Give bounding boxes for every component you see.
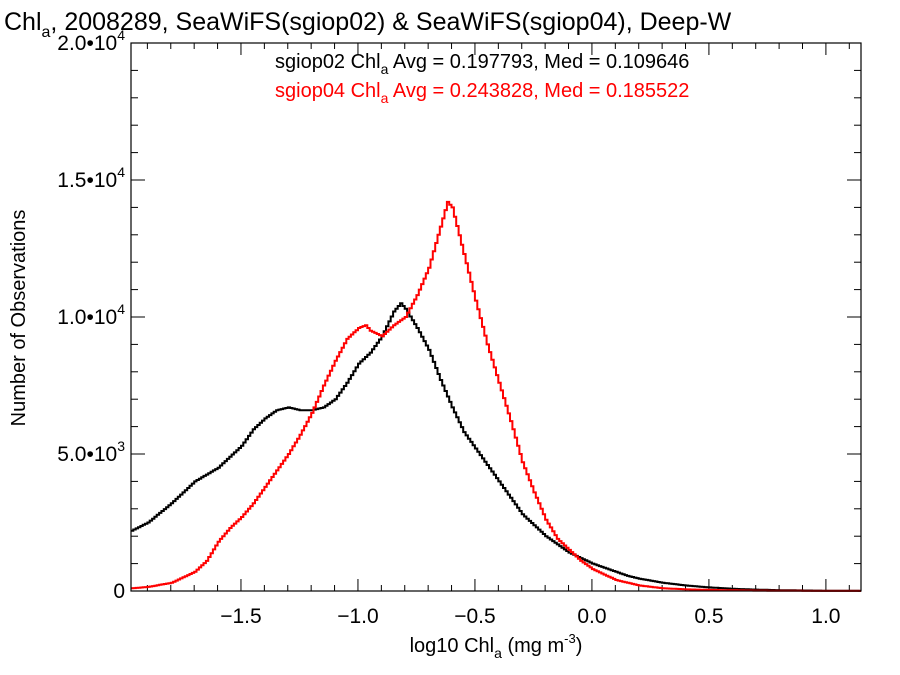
x-tick-label: 0.5 (694, 605, 723, 628)
legend-entry-subscript: a (381, 90, 389, 106)
chart-title-subscript: a (42, 24, 51, 41)
series-sgiop02 (131, 302, 861, 592)
y-tick-label: 2.0•104 (57, 27, 125, 55)
x-tick-label: 1.0 (811, 605, 840, 628)
series-sgiop04 (131, 200, 861, 592)
x-axis-label: log10 Chla (mg m-3) (410, 631, 583, 661)
x-axis-label-superscript: -3 (564, 631, 576, 646)
chart-title: Chla, 2008289, SeaWiFS(sgiop02) & SeaWiF… (4, 8, 732, 41)
x-tick-label: 0.0 (577, 605, 606, 628)
plot-frame (130, 42, 862, 592)
legend-entry-subscript: a (381, 61, 389, 77)
x-tick-label: −1.5 (220, 605, 261, 628)
y-tick-label: 5.0•103 (57, 438, 125, 466)
x-axis-label-subscript: a (494, 645, 502, 661)
x-tick-label: −0.5 (454, 605, 495, 628)
y-axis-label: Number of Observations (8, 210, 30, 427)
y-tick-label: 1.0•104 (57, 301, 125, 329)
y-tick-label: 0 (113, 580, 125, 603)
y-tick-label: 1.5•104 (57, 164, 125, 192)
legend-entry-sgiop02: sgiop02 Chla Avg = 0.197793, Med = 0.109… (275, 51, 689, 77)
x-tick-label: −1.0 (337, 605, 378, 628)
legend-entry-sgiop04: sgiop04 Chla Avg = 0.243828, Med = 0.185… (275, 80, 689, 106)
